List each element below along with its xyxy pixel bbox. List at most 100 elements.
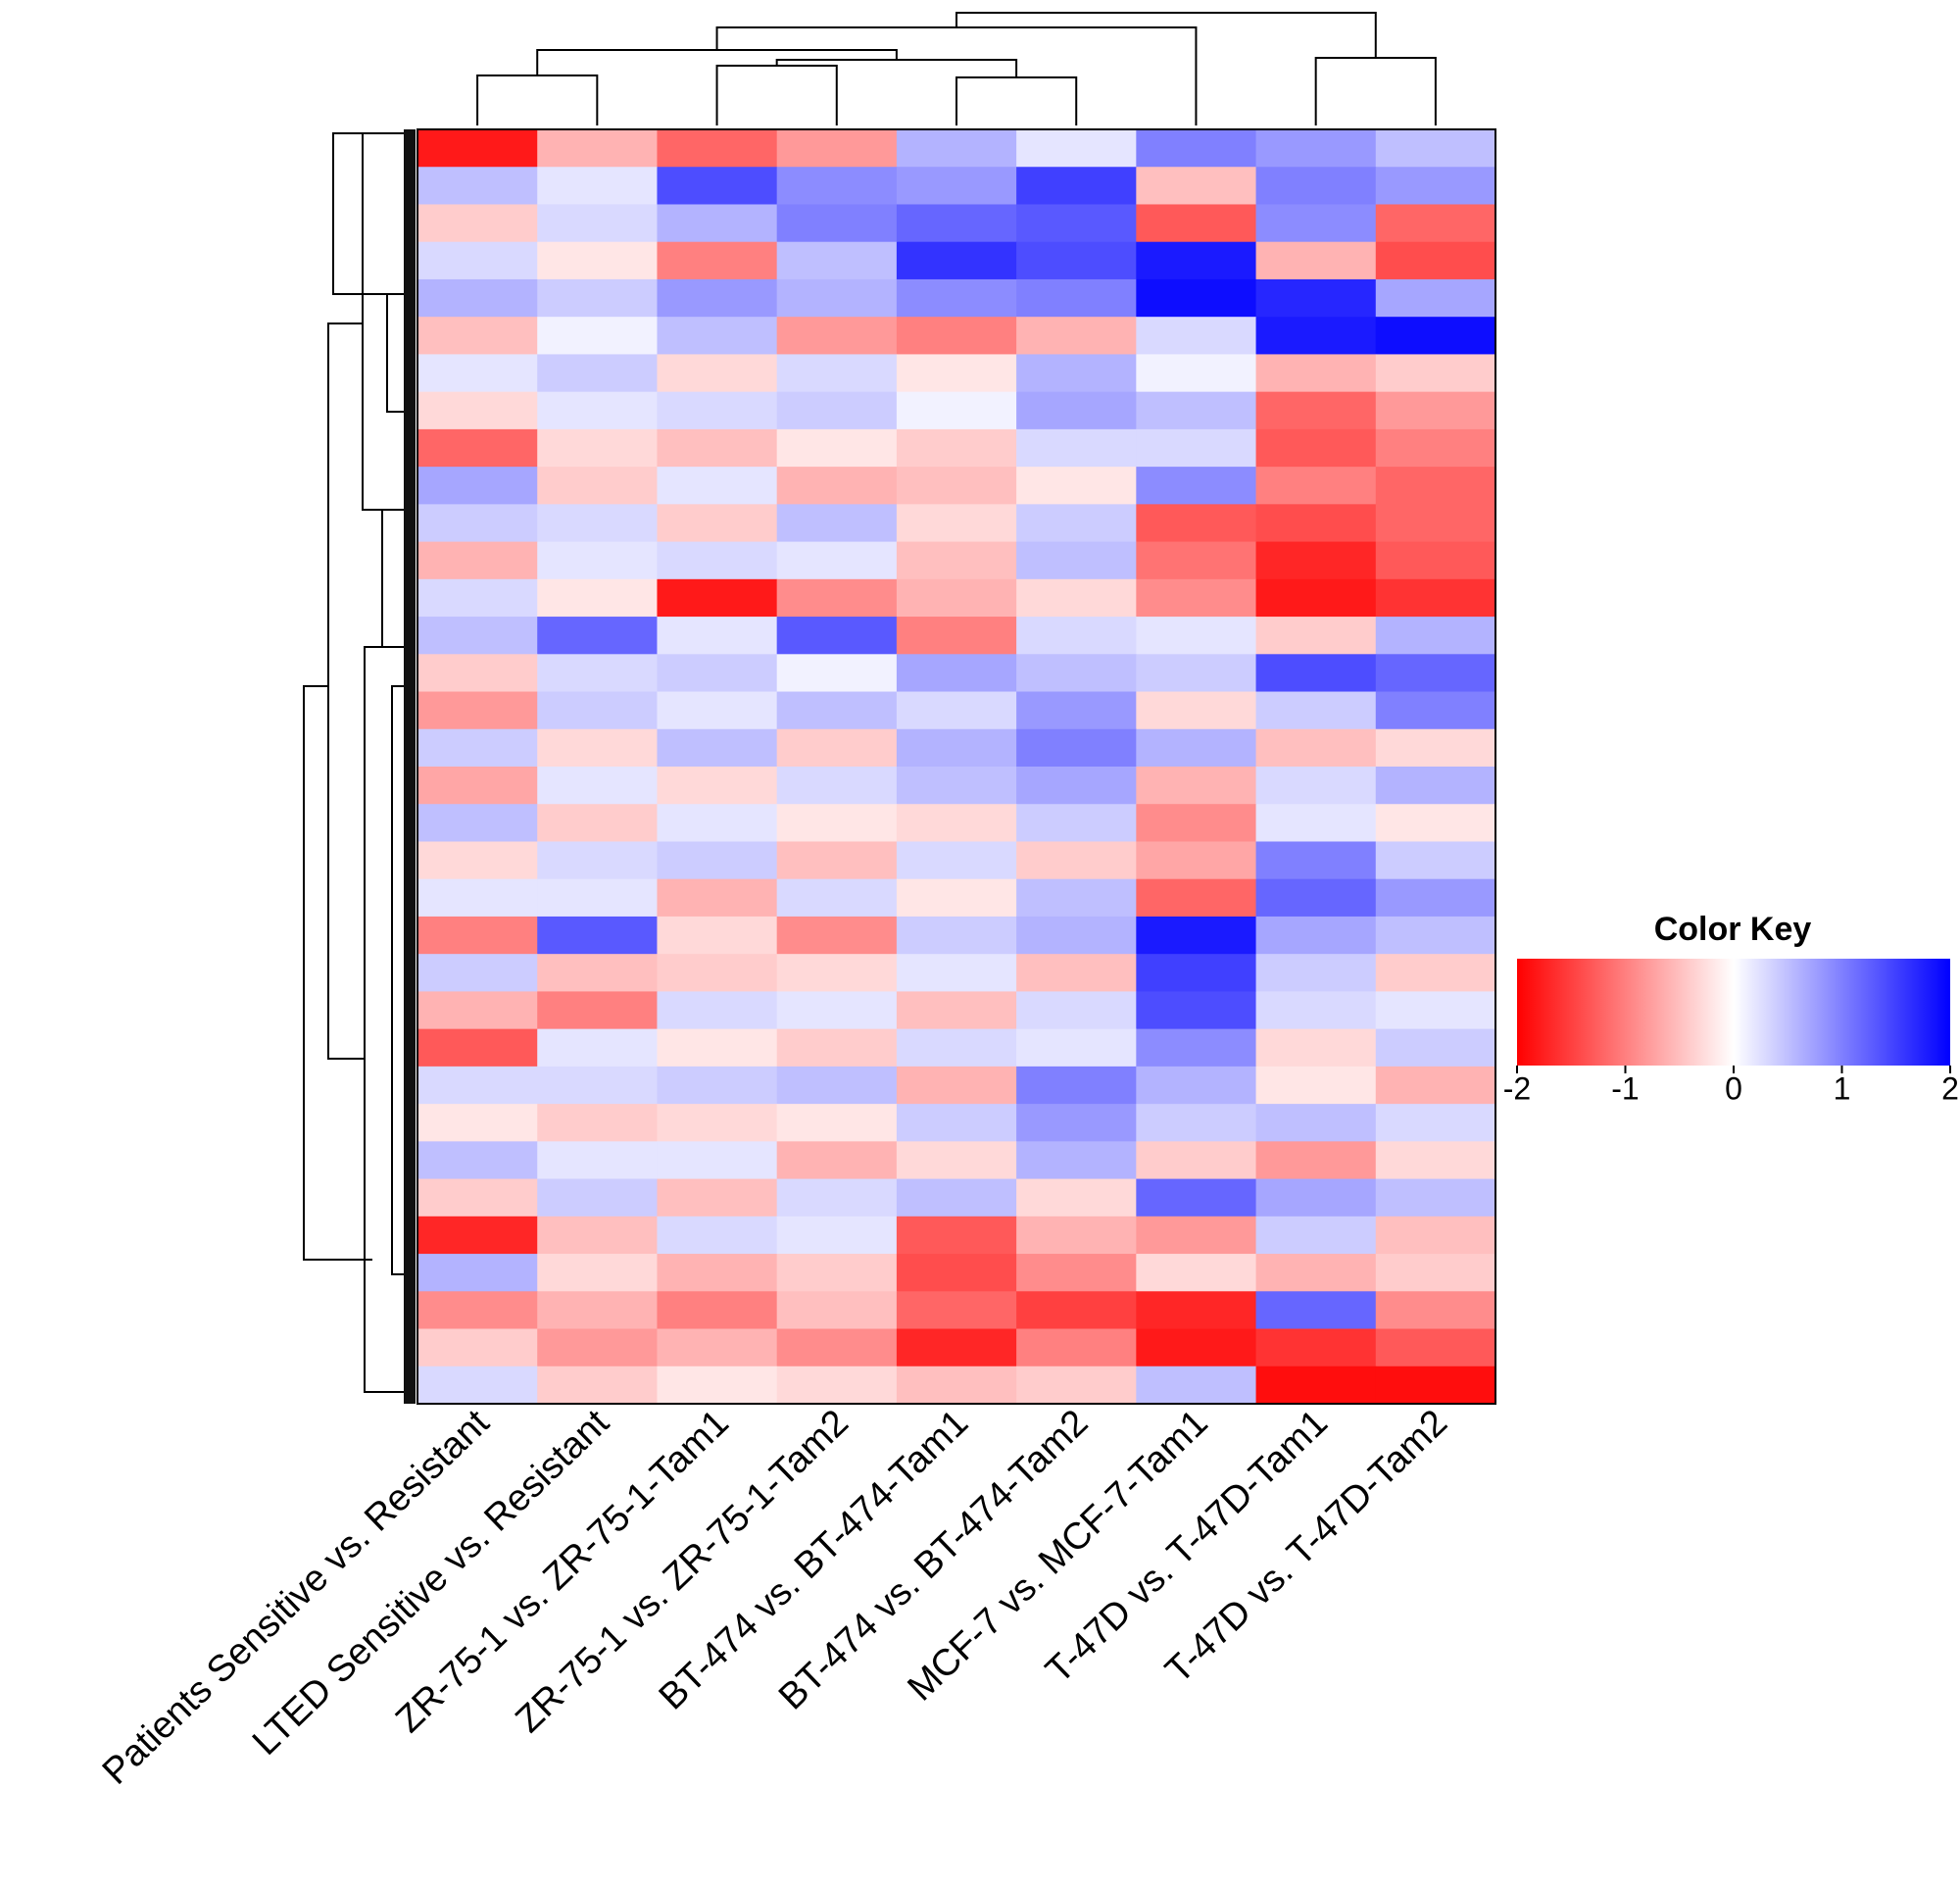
heatmap-cell bbox=[1375, 167, 1496, 205]
heatmap-cell bbox=[657, 541, 778, 580]
heatmap-cell bbox=[776, 1028, 898, 1068]
heatmap-cell bbox=[537, 278, 658, 318]
heatmap-cell bbox=[896, 767, 1017, 805]
dendrogram-branch bbox=[364, 646, 416, 1393]
heatmap-cell bbox=[776, 1216, 898, 1255]
heatmap-cell bbox=[1255, 1328, 1377, 1367]
heatmap-cell bbox=[1016, 767, 1137, 805]
heatmap-cell bbox=[776, 204, 898, 243]
heatmap-cell bbox=[896, 1291, 1017, 1330]
heatmap-cell bbox=[896, 467, 1017, 505]
heatmap-cell bbox=[1016, 841, 1137, 880]
heatmap-cell bbox=[1375, 241, 1496, 280]
heatmap-cell bbox=[896, 1216, 1017, 1255]
heatmap-cell bbox=[776, 541, 898, 580]
heatmap-cell bbox=[1255, 541, 1377, 580]
heatmap-cell bbox=[1016, 578, 1137, 618]
heatmap-cell bbox=[657, 504, 778, 543]
heatmap-cell bbox=[1136, 428, 1257, 468]
heatmap-cell bbox=[1016, 428, 1137, 468]
heatmap-cell bbox=[537, 391, 658, 430]
heatmap-cell bbox=[1136, 317, 1257, 355]
heatmap-cell bbox=[537, 204, 658, 243]
heatmap-cell bbox=[417, 1216, 538, 1255]
heatmap-cell bbox=[776, 1178, 898, 1217]
heatmap-cell bbox=[1016, 691, 1137, 730]
heatmap-cell bbox=[776, 167, 898, 205]
heatmap-cell bbox=[1136, 1104, 1257, 1142]
heatmap-cell bbox=[657, 1104, 778, 1142]
heatmap-cell bbox=[657, 617, 778, 655]
heatmap-cell bbox=[657, 654, 778, 693]
heatmap-cell bbox=[417, 317, 538, 355]
heatmap-cell bbox=[1255, 654, 1377, 693]
heatmap-cell bbox=[1255, 1104, 1377, 1142]
heatmap-cell bbox=[776, 278, 898, 318]
heatmap-cell bbox=[657, 1216, 778, 1255]
heatmap-cell bbox=[537, 1328, 658, 1367]
heatmap-cell bbox=[776, 691, 898, 730]
heatmap-cell bbox=[776, 428, 898, 468]
heatmap-cell bbox=[896, 504, 1017, 543]
heatmap-cell bbox=[1016, 541, 1137, 580]
heatmap-cell bbox=[896, 129, 1017, 168]
heatmap-cell bbox=[1136, 878, 1257, 918]
heatmap-cell bbox=[537, 617, 658, 655]
heatmap-cell bbox=[1136, 1366, 1257, 1405]
heatmap-cell bbox=[776, 1104, 898, 1142]
heatmap-cell bbox=[896, 1254, 1017, 1292]
heatmap-cell bbox=[896, 654, 1017, 693]
heatmap-cell bbox=[776, 617, 898, 655]
heatmap-frame bbox=[416, 128, 1496, 1405]
heatmap-cell bbox=[1016, 1141, 1137, 1180]
heatmap-cell bbox=[896, 954, 1017, 992]
heatmap-cell bbox=[1255, 391, 1377, 430]
heatmap-cell bbox=[657, 391, 778, 430]
colorbar-tick-label: 1 bbox=[1834, 1070, 1851, 1106]
heatmap-cell bbox=[776, 391, 898, 430]
heatmap-cell bbox=[657, 204, 778, 243]
heatmap-cell bbox=[1016, 241, 1137, 280]
dendrogram-branch bbox=[956, 12, 1377, 58]
heatmap-cell bbox=[896, 204, 1017, 243]
heatmap-cell bbox=[1375, 728, 1496, 768]
heatmap-cell bbox=[1016, 1291, 1137, 1330]
heatmap-cell bbox=[896, 1178, 1017, 1217]
heatmap-cell bbox=[537, 991, 658, 1030]
heatmap-cell bbox=[1375, 278, 1496, 318]
heatmap-cell bbox=[417, 391, 538, 430]
heatmap-cell bbox=[776, 578, 898, 618]
heatmap-cell bbox=[657, 354, 778, 393]
heatmap-cell bbox=[1016, 804, 1137, 842]
heatmap-cell bbox=[417, 767, 538, 805]
heatmap-cell bbox=[1136, 841, 1257, 880]
dendrogram-leaves bbox=[404, 129, 416, 1404]
heatmap-cell bbox=[657, 278, 778, 318]
heatmap-cell bbox=[657, 767, 778, 805]
heatmap-cell bbox=[1255, 878, 1377, 918]
heatmap-cell bbox=[417, 1104, 538, 1142]
heatmap-cell bbox=[657, 916, 778, 955]
colorbar-tick-label: -2 bbox=[1503, 1070, 1531, 1106]
heatmap-cell bbox=[1016, 354, 1137, 393]
heatmap-cell bbox=[896, 354, 1017, 393]
heatmap-cell bbox=[1136, 617, 1257, 655]
heatmap-cell bbox=[1136, 129, 1257, 168]
heatmap-cell bbox=[657, 1366, 778, 1405]
heatmap-cell bbox=[1136, 391, 1257, 430]
heatmap-cell bbox=[776, 467, 898, 505]
dendrogram-branch bbox=[476, 74, 599, 125]
heatmap-cell bbox=[1375, 1141, 1496, 1180]
heatmap-cell bbox=[1136, 354, 1257, 393]
heatmap-cell bbox=[657, 991, 778, 1030]
heatmap-cell bbox=[896, 428, 1017, 468]
heatmap-cell bbox=[1255, 241, 1377, 280]
heatmap-cell bbox=[417, 691, 538, 730]
heatmap-cell bbox=[537, 691, 658, 730]
heatmap-cell bbox=[537, 916, 658, 955]
heatmap-cell bbox=[537, 804, 658, 842]
heatmap-cell bbox=[896, 841, 1017, 880]
heatmap-cell bbox=[1136, 691, 1257, 730]
heatmap-cell bbox=[657, 129, 778, 168]
